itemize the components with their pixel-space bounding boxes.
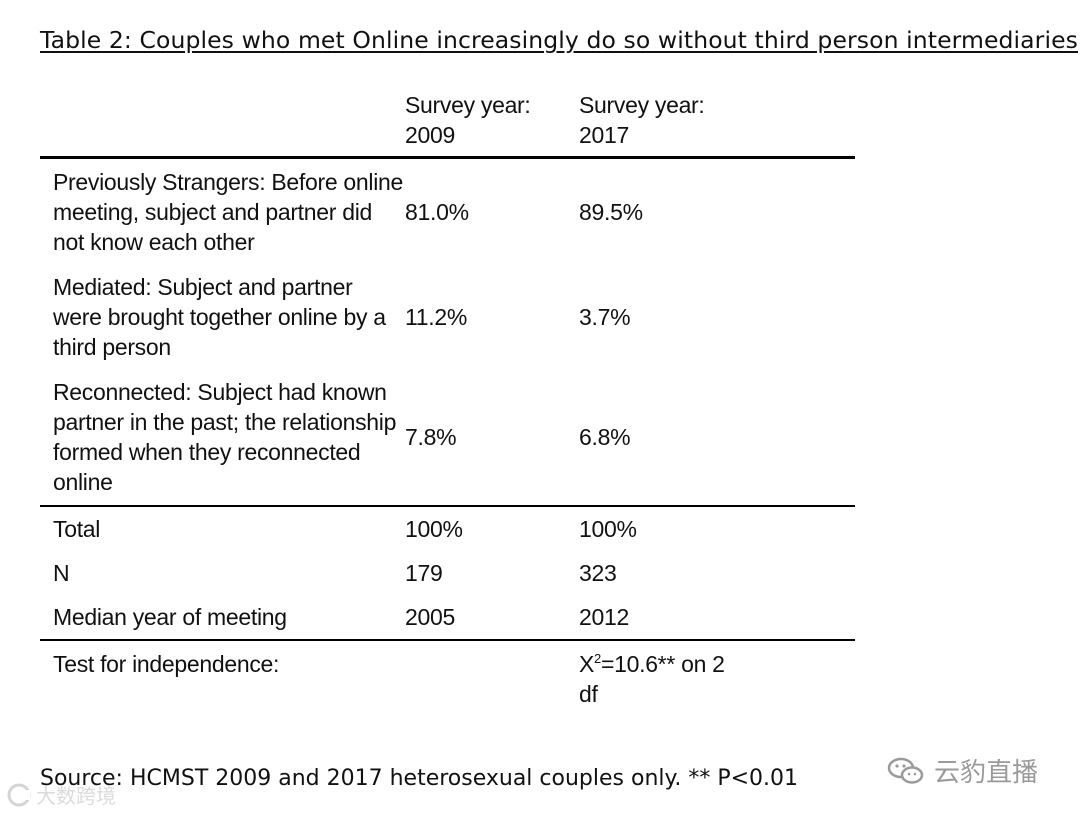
cell-2009: 179 xyxy=(405,560,443,586)
cell-2009: 7.8% xyxy=(405,423,457,450)
row-label-text: Reconnected: Subject had known partner i… xyxy=(53,378,397,495)
row-label: Mediated: Subject and partner were broug… xyxy=(40,272,405,362)
watermark-left: 大数跨境 xyxy=(6,780,116,809)
cell-2017: 89.5% xyxy=(579,199,643,225)
row-label-text: Mediated: Subject and partner were broug… xyxy=(53,273,386,360)
table-row: N 179 323 xyxy=(40,551,855,595)
test-label: Test for independence: xyxy=(53,651,280,677)
test-value-line2: df xyxy=(579,681,598,707)
cell-2009: 2005 xyxy=(405,604,455,630)
table-row: Total 100% 100% xyxy=(40,507,855,551)
table-row: Reconnected: Subject had known partner i… xyxy=(40,368,855,507)
test-row: Test for independence: X2=10.6** on 2 df xyxy=(40,641,855,719)
cell-2009: 100% xyxy=(405,516,463,542)
header-empty xyxy=(40,88,405,156)
test-value: X2=10.6** on 2 df xyxy=(579,649,855,709)
source-note: Source: HCMST 2009 and 2017 heterosexual… xyxy=(40,766,799,791)
watermark-left-text: 大数跨境 xyxy=(36,784,116,808)
header-2017-text: Survey year: 2017 xyxy=(579,92,705,148)
row-label: N xyxy=(53,560,70,586)
data-table: Survey year: 2009 Survey year: 2017 Prev… xyxy=(40,88,855,719)
c-logo-icon xyxy=(7,783,31,806)
watermark-right: 云豹直播 xyxy=(886,752,1038,789)
table-row: Median year of meeting 2005 2012 xyxy=(40,595,855,641)
row-label: Previously Strangers: Before online meet… xyxy=(40,167,405,257)
cell-2017: 3.7% xyxy=(579,303,631,330)
table-header: Survey year: 2009 Survey year: 2017 xyxy=(40,88,855,159)
row-label-text: Previously Strangers: Before online meet… xyxy=(53,169,404,255)
test-value-line1: X2=10.6** on 2 xyxy=(579,649,855,679)
header-2009: Survey year: 2009 xyxy=(405,88,579,156)
cell-2017: 323 xyxy=(579,560,617,586)
chi-x: X xyxy=(579,651,595,677)
chi-superscript: 2 xyxy=(594,651,601,666)
header-2017: Survey year: 2017 xyxy=(579,88,855,156)
row-label: Reconnected: Subject had known partner i… xyxy=(40,377,405,497)
row-label: Median year of meeting xyxy=(53,604,287,630)
table-title: Table 2: Couples who met Online increasi… xyxy=(40,26,1078,54)
row-label: Total xyxy=(53,516,101,542)
table-row: Mediated: Subject and partner were broug… xyxy=(40,265,855,368)
table-row: Previously Strangers: Before online meet… xyxy=(40,159,855,265)
cell-2017: 6.8% xyxy=(579,423,631,450)
chi-value: =10.6** on 2 xyxy=(600,651,725,677)
cell-2017: 100% xyxy=(579,516,637,542)
header-2009-text: Survey year: 2009 xyxy=(405,92,531,148)
cell-2009: 81.0% xyxy=(405,199,469,225)
watermark-right-text: 云豹直播 xyxy=(934,758,1039,788)
wechat-icon xyxy=(887,757,924,784)
cell-2017: 2012 xyxy=(579,604,629,630)
cell-2009: 11.2% xyxy=(405,303,468,330)
